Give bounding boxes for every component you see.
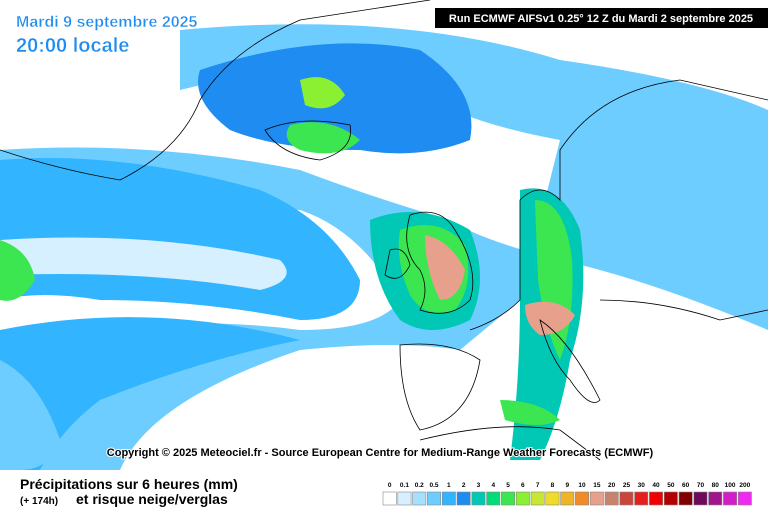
legend-swatch (589, 491, 604, 506)
run-info: Run ECMWF AIFSv1 0.25° 12 Z du Mardi 2 s… (449, 13, 753, 25)
copyright: Copyright © 2025 Meteociel.fr - Source E… (107, 447, 654, 459)
legend-swatch (723, 491, 738, 506)
legend-swatch (634, 491, 649, 506)
legend-swatch (708, 491, 723, 506)
legend-label: 0.5 (430, 482, 439, 489)
run-box (435, 8, 768, 28)
legend-swatch (456, 491, 471, 506)
legend-label: 6 (521, 482, 525, 489)
legend-swatch (427, 491, 441, 506)
legend-label: 0.2 (415, 482, 424, 489)
legend-swatch (530, 491, 545, 506)
legend-swatch (412, 491, 427, 506)
legend-label: 2 (462, 482, 466, 489)
lead-time: (+ 174h) (20, 496, 58, 507)
legend-label: 1 (447, 482, 451, 489)
time: 20:00 locale (16, 35, 129, 57)
legend-label: 70 (697, 482, 705, 489)
legend-swatch (441, 491, 456, 506)
legend-swatch (663, 491, 678, 506)
legend-label: 15 (593, 482, 601, 489)
legend-label: 8 (551, 482, 555, 489)
footer-title: Précipitations sur 6 heures (mm) (20, 476, 238, 492)
legend-swatch (515, 491, 530, 506)
legend: 0 0.1 0.2 0.5 1 2 3 4 5 6 7 8 9 10 15 20 25 30 40 50 60 70 80 1… (382, 482, 752, 506)
legend-swatch (737, 491, 752, 506)
legend-label: 10 (578, 482, 586, 489)
precipitation-fields (0, 24, 768, 471)
legend-swatch (693, 491, 708, 506)
coastlines (0, 0, 768, 461)
legend-label: 0 (388, 482, 392, 489)
legend-label: 5 (506, 482, 510, 489)
legend-swatch (619, 491, 634, 506)
legend-label: 25 (623, 482, 631, 489)
legend-swatch (471, 491, 486, 506)
legend-label: 200 (739, 482, 750, 489)
legend-label: 7 (536, 482, 540, 489)
legend-label: 60 (682, 482, 690, 489)
legend-label: 20 (608, 482, 616, 489)
legend-label: 40 (652, 482, 660, 489)
legend-swatch (545, 491, 560, 506)
legend-swatch (560, 491, 575, 506)
legend-label: 100 (725, 482, 736, 489)
legend-label: 50 (667, 482, 675, 489)
legend-swatch (382, 491, 397, 506)
legend-swatch (678, 491, 693, 506)
legend-swatch (397, 491, 412, 506)
legend-swatch (575, 491, 590, 506)
legend-label: 3 (477, 482, 481, 489)
legend-label: 30 (638, 482, 646, 489)
footer-subtitle: et risque neige/verglas (76, 491, 228, 507)
legend-swatch (604, 491, 619, 506)
legend-label: 9 (565, 482, 569, 489)
legend-label: 0.1 (400, 482, 409, 489)
legend-swatch (501, 491, 515, 506)
legend-label: 80 (712, 482, 720, 489)
legend-label: 4 (491, 482, 495, 489)
legend-swatch (649, 491, 664, 506)
legend-swatch (486, 491, 501, 506)
date: Mardi 9 septembre 2025 (16, 14, 198, 31)
